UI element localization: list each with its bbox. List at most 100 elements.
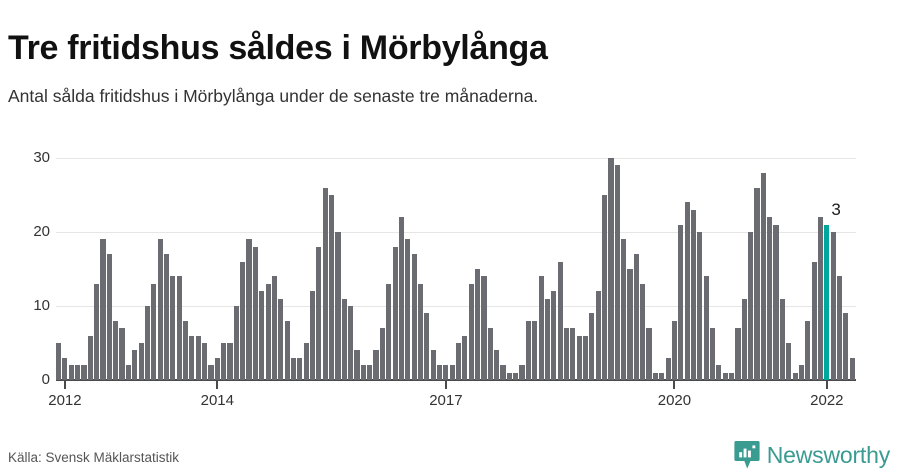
- bar[interactable]: [481, 276, 487, 380]
- bar[interactable]: [322, 187, 328, 380]
- bar[interactable]: [151, 283, 157, 380]
- bar[interactable]: [157, 239, 163, 380]
- bar[interactable]: [614, 165, 620, 380]
- bar[interactable]: [735, 328, 741, 380]
- bar[interactable]: [227, 343, 233, 380]
- bar[interactable]: [697, 232, 703, 380]
- bar[interactable]: [341, 298, 347, 380]
- bar[interactable]: [608, 158, 614, 380]
- bar[interactable]: [373, 350, 379, 380]
- bar[interactable]: [202, 343, 208, 380]
- bar[interactable]: [652, 372, 658, 380]
- bar[interactable]: [729, 372, 735, 380]
- bar[interactable]: [392, 246, 398, 380]
- bar[interactable]: [195, 335, 201, 380]
- bar[interactable]: [557, 261, 563, 380]
- bar[interactable]: [360, 365, 366, 380]
- bar[interactable]: [773, 224, 779, 380]
- bar[interactable]: [468, 283, 474, 380]
- bar[interactable]: [538, 276, 544, 380]
- bar[interactable]: [786, 343, 792, 380]
- bar[interactable]: [570, 328, 576, 380]
- bar[interactable]: [500, 365, 506, 380]
- bar[interactable]: [798, 365, 804, 380]
- bar-highlighted[interactable]: [824, 224, 830, 380]
- bar[interactable]: [424, 313, 430, 380]
- bar[interactable]: [494, 350, 500, 380]
- bar[interactable]: [100, 239, 106, 380]
- bar[interactable]: [760, 172, 766, 380]
- bar[interactable]: [189, 335, 195, 380]
- bar[interactable]: [703, 276, 709, 380]
- bar[interactable]: [386, 283, 392, 380]
- bar[interactable]: [411, 254, 417, 380]
- bar[interactable]: [290, 357, 297, 380]
- bar[interactable]: [271, 276, 277, 380]
- bar[interactable]: [443, 365, 449, 380]
- bar[interactable]: [405, 239, 411, 380]
- bar[interactable]: [436, 365, 443, 380]
- bar[interactable]: [621, 239, 627, 380]
- bar[interactable]: [449, 365, 455, 380]
- bar[interactable]: [75, 365, 81, 380]
- bar[interactable]: [659, 372, 665, 380]
- bar[interactable]: [544, 298, 551, 380]
- bar[interactable]: [678, 224, 684, 380]
- bar[interactable]: [792, 372, 798, 380]
- bar[interactable]: [246, 239, 252, 380]
- bar[interactable]: [462, 335, 468, 380]
- bar[interactable]: [595, 291, 601, 380]
- bar[interactable]: [551, 291, 557, 380]
- bar[interactable]: [640, 283, 646, 380]
- bar[interactable]: [716, 365, 722, 380]
- bar[interactable]: [398, 217, 404, 380]
- bar[interactable]: [316, 246, 322, 380]
- bar[interactable]: [252, 246, 258, 380]
- bar[interactable]: [119, 328, 125, 380]
- bar[interactable]: [633, 254, 639, 380]
- bar[interactable]: [519, 365, 525, 380]
- bar[interactable]: [576, 335, 582, 380]
- bar[interactable]: [779, 298, 785, 380]
- bar[interactable]: [417, 283, 424, 380]
- bar[interactable]: [525, 320, 531, 380]
- bar[interactable]: [475, 269, 481, 380]
- bar[interactable]: [602, 195, 608, 380]
- bar[interactable]: [221, 343, 227, 380]
- bar[interactable]: [830, 232, 836, 380]
- bar[interactable]: [297, 357, 303, 380]
- bar[interactable]: [367, 365, 373, 380]
- bar[interactable]: [68, 365, 74, 380]
- bar[interactable]: [144, 306, 151, 380]
- bar[interactable]: [849, 357, 855, 380]
- bar[interactable]: [113, 320, 119, 380]
- bar[interactable]: [214, 357, 220, 380]
- bar[interactable]: [836, 276, 843, 380]
- bar[interactable]: [646, 328, 652, 380]
- bar[interactable]: [379, 328, 385, 380]
- bar[interactable]: [805, 320, 811, 380]
- bar[interactable]: [81, 365, 87, 380]
- bar[interactable]: [817, 217, 824, 380]
- bar[interactable]: [265, 283, 271, 380]
- bar[interactable]: [303, 343, 309, 380]
- bar[interactable]: [348, 306, 354, 380]
- bar[interactable]: [62, 357, 68, 380]
- bar[interactable]: [456, 343, 462, 380]
- bar[interactable]: [767, 217, 773, 380]
- bar[interactable]: [748, 232, 754, 380]
- bar[interactable]: [163, 254, 170, 380]
- bar[interactable]: [582, 335, 589, 380]
- bar[interactable]: [182, 320, 189, 380]
- bar[interactable]: [132, 350, 138, 380]
- bar[interactable]: [754, 187, 760, 380]
- bar[interactable]: [811, 261, 817, 380]
- bar[interactable]: [690, 209, 697, 380]
- bar[interactable]: [278, 298, 284, 380]
- bar[interactable]: [354, 350, 360, 380]
- bar[interactable]: [665, 357, 671, 380]
- bar[interactable]: [627, 269, 633, 380]
- bar[interactable]: [532, 320, 538, 380]
- bar[interactable]: [106, 254, 112, 380]
- bar[interactable]: [233, 306, 239, 380]
